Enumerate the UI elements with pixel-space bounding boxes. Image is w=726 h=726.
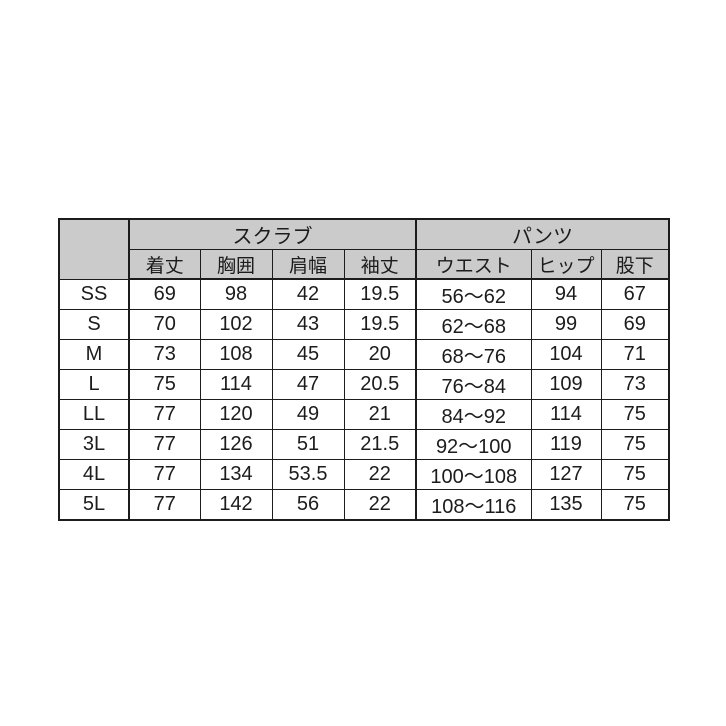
cell-waist: 108〜116 xyxy=(415,489,532,521)
cell-waist: 56〜62 xyxy=(415,278,532,310)
cell-inseam: 67 xyxy=(600,278,670,310)
cell-body-length: 77 xyxy=(128,489,201,521)
table-row-s: S 70 102 43 19.5 62〜68 99 69 xyxy=(58,309,670,340)
cell-body-length: 73 xyxy=(128,339,201,370)
table-row-l: L 75 114 47 20.5 76〜84 109 73 xyxy=(58,369,670,400)
cell-waist: 68〜76 xyxy=(415,339,532,370)
cell-inseam: 73 xyxy=(600,369,670,400)
cell-shoulder: 42 xyxy=(271,278,345,310)
column-header-body-length: 着丈 xyxy=(128,249,201,280)
group-header-row: スクラブ パンツ xyxy=(58,218,670,280)
cell-body-length: 69 xyxy=(128,278,201,310)
cell-shoulder: 51 xyxy=(271,429,345,460)
cell-shoulder: 47 xyxy=(271,369,345,400)
cell-chest: 108 xyxy=(199,339,273,370)
cell-hip: 119 xyxy=(530,429,602,460)
cell-waist: 62〜68 xyxy=(415,309,532,340)
cell-hip: 114 xyxy=(530,399,602,430)
cell-chest: 134 xyxy=(199,459,273,490)
cell-inseam: 69 xyxy=(600,309,670,340)
column-header-sleeve: 袖丈 xyxy=(343,249,417,280)
cell-inseam: 71 xyxy=(600,339,670,370)
cell-shoulder: 53.5 xyxy=(271,459,345,490)
cell-waist: 84〜92 xyxy=(415,399,532,430)
cell-shoulder: 49 xyxy=(271,399,345,430)
table-row-5l: 5L 77 142 56 22 108〜116 135 75 xyxy=(58,489,670,521)
column-header-waist: ウエスト xyxy=(415,249,532,280)
cell-body-length: 77 xyxy=(128,429,201,460)
table-row-4l: 4L 77 134 53.5 22 100〜108 127 75 xyxy=(58,459,670,490)
column-header-shoulder: 肩幅 xyxy=(271,249,345,280)
column-header-chest: 胸囲 xyxy=(199,249,273,280)
cell-hip: 104 xyxy=(530,339,602,370)
column-header-inseam: 股下 xyxy=(600,249,670,280)
row-size-label: 4L xyxy=(58,459,130,490)
cell-hip: 127 xyxy=(530,459,602,490)
cell-chest: 120 xyxy=(199,399,273,430)
cell-chest: 142 xyxy=(199,489,273,521)
row-size-label: 5L xyxy=(58,489,130,521)
table-row-ll: LL 77 120 49 21 84〜92 114 75 xyxy=(58,399,670,430)
cell-sleeve: 22 xyxy=(343,489,417,521)
cell-chest: 114 xyxy=(199,369,273,400)
column-header-row: 着丈 胸囲 肩幅 袖丈 ウエスト ヒップ 股下 xyxy=(59,249,670,280)
cell-inseam: 75 xyxy=(600,429,670,460)
cell-waist: 92〜100 xyxy=(415,429,532,460)
size-chart-table: スクラブ パンツ 着丈 胸囲 肩幅 袖丈 ウエスト ヒップ 股下 SS 69 9… xyxy=(58,218,670,521)
cell-sleeve: 20 xyxy=(343,339,417,370)
group-header-pants: パンツ xyxy=(415,218,670,250)
cell-waist: 100〜108 xyxy=(415,459,532,490)
cell-body-length: 77 xyxy=(128,399,201,430)
cell-sleeve: 21.5 xyxy=(343,429,417,460)
cell-inseam: 75 xyxy=(600,399,670,430)
cell-shoulder: 56 xyxy=(271,489,345,521)
column-header-hip: ヒップ xyxy=(530,249,602,280)
cell-waist: 76〜84 xyxy=(415,369,532,400)
cell-sleeve: 20.5 xyxy=(343,369,417,400)
cell-hip: 99 xyxy=(530,309,602,340)
cell-hip: 135 xyxy=(530,489,602,521)
row-size-label: 3L xyxy=(58,429,130,460)
cell-sleeve: 22 xyxy=(343,459,417,490)
corner-cell xyxy=(58,218,130,280)
cell-inseam: 75 xyxy=(600,459,670,490)
cell-body-length: 77 xyxy=(128,459,201,490)
cell-body-length: 75 xyxy=(128,369,201,400)
row-size-label: L xyxy=(58,369,130,400)
cell-chest: 126 xyxy=(199,429,273,460)
cell-sleeve: 21 xyxy=(343,399,417,430)
cell-hip: 94 xyxy=(530,278,602,310)
group-header-scrub: スクラブ xyxy=(128,218,417,250)
table-row-m: M 73 108 45 20 68〜76 104 71 xyxy=(58,339,670,370)
cell-shoulder: 45 xyxy=(271,339,345,370)
table-row-ss: SS 69 98 42 19.5 56〜62 94 67 xyxy=(58,278,670,310)
row-size-label: M xyxy=(58,339,130,370)
cell-chest: 102 xyxy=(199,309,273,340)
cell-hip: 109 xyxy=(530,369,602,400)
row-size-label: LL xyxy=(58,399,130,430)
table-row-3l: 3L 77 126 51 21.5 92〜100 119 75 xyxy=(58,429,670,460)
row-size-label: S xyxy=(58,309,130,340)
cell-sleeve: 19.5 xyxy=(343,309,417,340)
cell-sleeve: 19.5 xyxy=(343,278,417,310)
cell-shoulder: 43 xyxy=(271,309,345,340)
cell-inseam: 75 xyxy=(600,489,670,521)
cell-chest: 98 xyxy=(199,278,273,310)
cell-body-length: 70 xyxy=(128,309,201,340)
row-size-label: SS xyxy=(58,278,130,310)
